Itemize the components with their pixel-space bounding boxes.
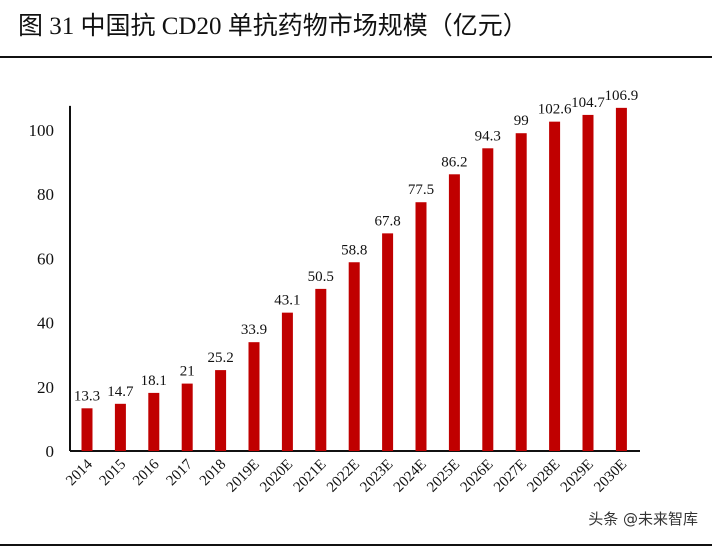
bar xyxy=(415,202,427,451)
y-tick-label: 80 xyxy=(37,185,54,204)
x-tick-label: 2019E xyxy=(224,457,263,496)
bar xyxy=(315,288,327,451)
x-tick-label: 2023E xyxy=(357,457,396,496)
y-tick-label: 0 xyxy=(46,442,55,461)
bar xyxy=(515,133,527,451)
x-tick-label: 2030E xyxy=(591,457,630,496)
data-label: 77.5 xyxy=(408,182,434,198)
data-label: 50.5 xyxy=(308,269,334,285)
bar xyxy=(382,233,394,451)
x-tick-label: 2016 xyxy=(130,456,163,489)
bar xyxy=(81,408,93,451)
data-label: 67.8 xyxy=(374,213,400,229)
bar xyxy=(181,383,193,451)
y-tick-label: 40 xyxy=(37,314,54,333)
data-label: 58.8 xyxy=(341,242,367,258)
x-tick-label: 2025E xyxy=(424,457,463,496)
y-tick-label: 20 xyxy=(37,378,54,397)
bar xyxy=(248,342,260,451)
data-label: 33.9 xyxy=(241,322,267,338)
data-label: 94.3 xyxy=(475,128,501,144)
x-tick-label: 2021E xyxy=(291,457,330,496)
bar xyxy=(281,312,293,451)
data-label: 99 xyxy=(514,113,529,129)
data-label: 18.1 xyxy=(141,373,167,389)
bar xyxy=(114,403,126,451)
x-tick-label: 2015 xyxy=(97,457,130,490)
data-label: 104.7 xyxy=(571,95,605,111)
watermark: 头条 @未来智库 xyxy=(588,510,698,528)
x-tick-label: 2027E xyxy=(491,457,530,496)
x-tick-label: 2028E xyxy=(524,457,563,496)
bar xyxy=(448,174,460,451)
top-rule xyxy=(0,56,712,58)
data-label: 14.7 xyxy=(107,384,134,400)
bar xyxy=(482,148,494,451)
y-tick-label: 100 xyxy=(29,121,55,140)
data-label: 106.9 xyxy=(605,88,639,104)
bar xyxy=(615,107,627,451)
data-label: 43.1 xyxy=(274,293,300,309)
bar xyxy=(348,262,360,451)
data-label: 25.2 xyxy=(207,350,233,366)
bottom-rule xyxy=(0,544,712,546)
bar xyxy=(148,392,160,451)
bar xyxy=(582,114,594,452)
y-tick-label: 60 xyxy=(37,249,54,268)
x-tick-label: 2020E xyxy=(257,457,296,496)
x-tick-label: 2014 xyxy=(63,456,96,489)
x-tick-label: 2017 xyxy=(164,456,197,489)
x-tick-label: 2024E xyxy=(391,457,430,496)
x-tick-label: 2022E xyxy=(324,457,363,496)
x-tick-label: 2029E xyxy=(558,457,597,496)
bar xyxy=(549,121,561,452)
bar xyxy=(215,370,227,451)
data-label: 13.3 xyxy=(74,388,100,404)
chart-title: 图 31 中国抗 CD20 单抗药物市场规模（亿元） xyxy=(18,13,528,40)
data-label: 102.6 xyxy=(538,102,572,118)
data-label: 21 xyxy=(180,364,195,380)
x-tick-label: 2026E xyxy=(458,457,497,496)
data-label: 86.2 xyxy=(441,154,467,170)
